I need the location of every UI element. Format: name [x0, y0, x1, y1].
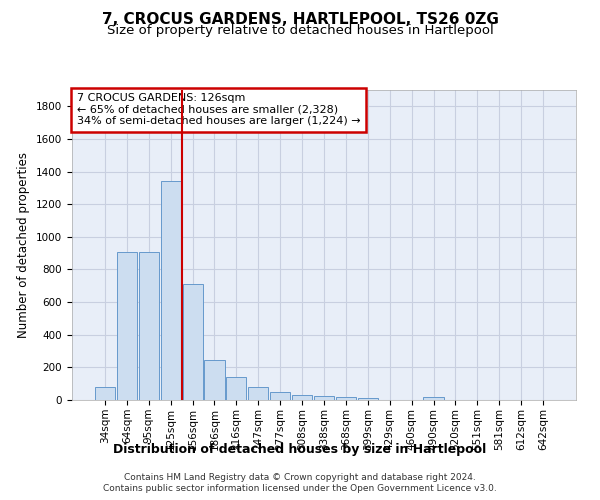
Text: Contains HM Land Registry data © Crown copyright and database right 2024.: Contains HM Land Registry data © Crown c…	[124, 472, 476, 482]
Bar	[270, 392, 290, 400]
Bar	[117, 252, 137, 400]
Text: 7, CROCUS GARDENS, HARTLEPOOL, TS26 0ZG: 7, CROCUS GARDENS, HARTLEPOOL, TS26 0ZG	[101, 12, 499, 28]
Text: Contains public sector information licensed under the Open Government Licence v3: Contains public sector information licen…	[103, 484, 497, 493]
Text: Size of property relative to detached houses in Hartlepool: Size of property relative to detached ho…	[107, 24, 493, 37]
Text: Distribution of detached houses by size in Hartlepool: Distribution of detached houses by size …	[113, 442, 487, 456]
Bar	[248, 387, 268, 400]
Bar	[358, 398, 378, 400]
Bar	[95, 387, 115, 400]
Y-axis label: Number of detached properties: Number of detached properties	[17, 152, 31, 338]
Bar	[314, 396, 334, 400]
Bar	[139, 252, 159, 400]
Bar	[205, 360, 224, 400]
Text: 7 CROCUS GARDENS: 126sqm
← 65% of detached houses are smaller (2,328)
34% of sem: 7 CROCUS GARDENS: 126sqm ← 65% of detach…	[77, 93, 361, 126]
Bar	[161, 180, 181, 400]
Bar	[424, 396, 443, 400]
Bar	[292, 395, 312, 400]
Bar	[226, 377, 247, 400]
Bar	[336, 396, 356, 400]
Bar	[182, 284, 203, 400]
